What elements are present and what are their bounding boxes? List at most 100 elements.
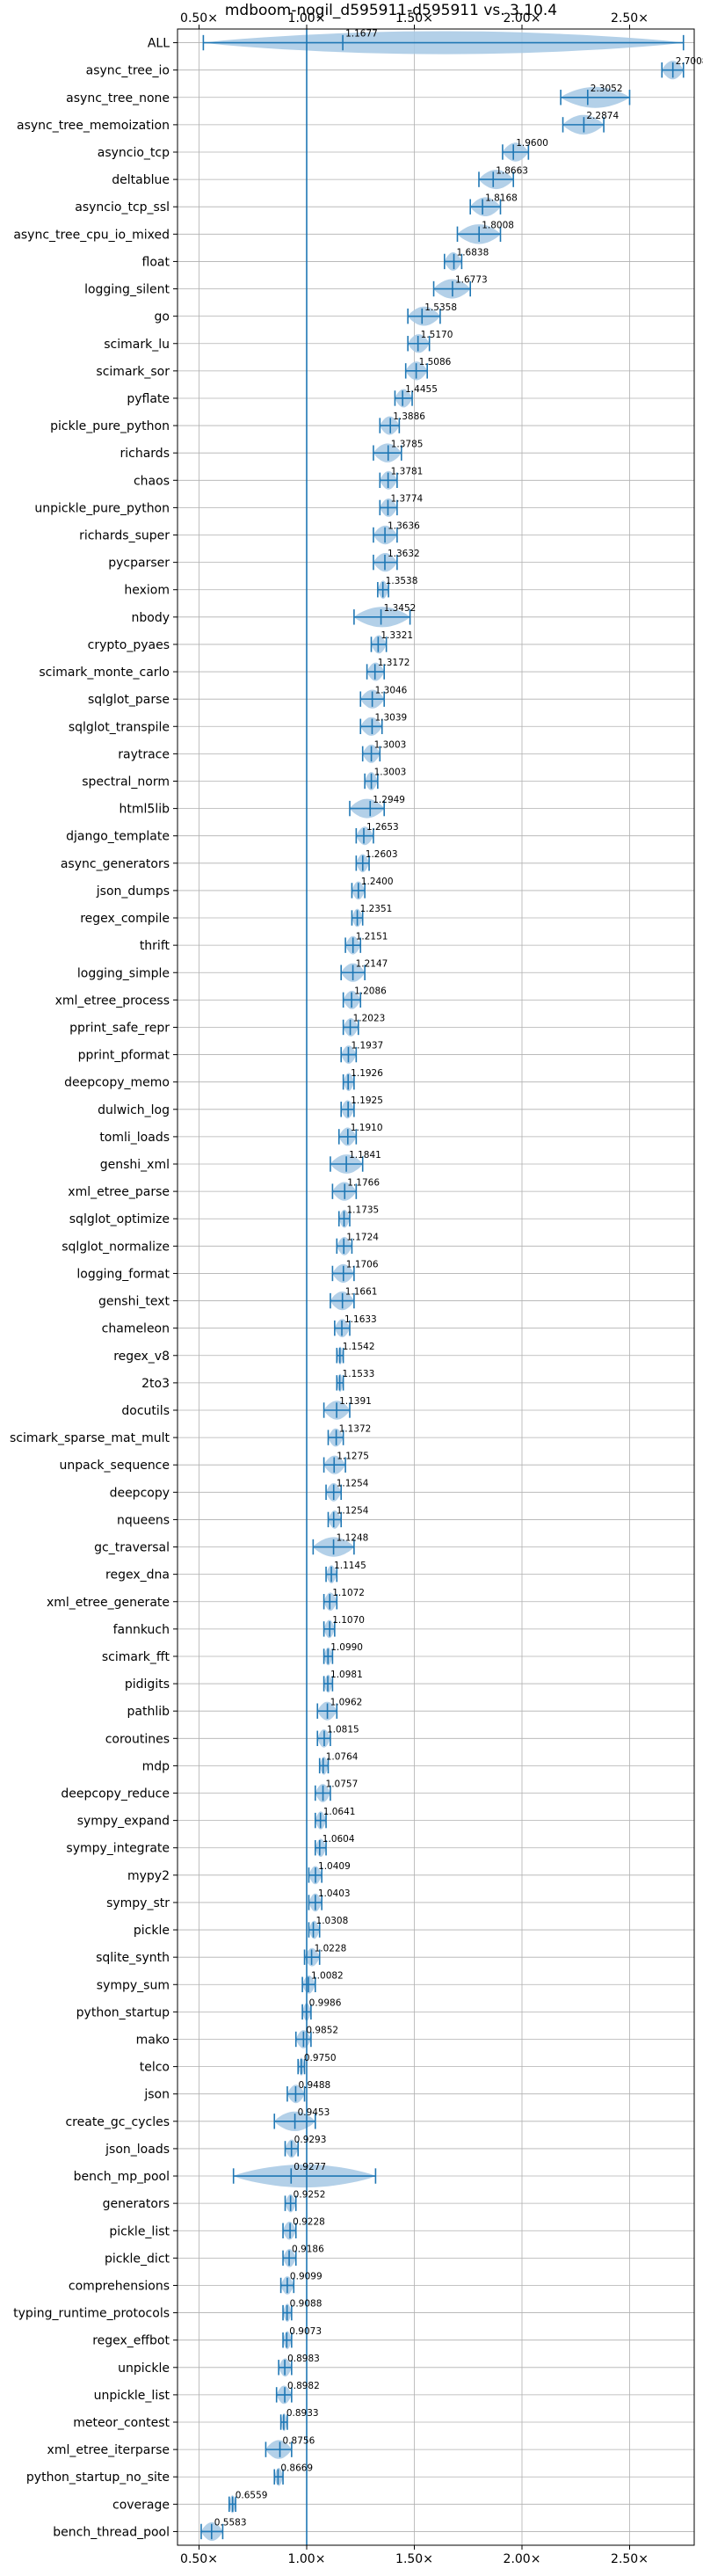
value-label: 1.3636 xyxy=(388,521,420,532)
value-label: 1.1254 xyxy=(337,1506,369,1517)
category-label: sympy_integrate xyxy=(66,1842,170,1856)
category-label: mdp xyxy=(142,1759,170,1773)
category-label: html5lib xyxy=(120,803,170,817)
value-label: 1.3003 xyxy=(374,740,407,751)
category-label: async_tree_none xyxy=(66,91,170,106)
value-label: 1.2949 xyxy=(373,795,405,805)
value-label: 0.6559 xyxy=(236,2490,268,2500)
value-label: 2.7008 xyxy=(676,56,703,67)
value-label: 1.1766 xyxy=(347,1177,380,1188)
value-label: 1.6838 xyxy=(457,248,489,258)
value-label: 1.1145 xyxy=(334,1561,366,1571)
value-label: 0.9488 xyxy=(298,2080,330,2091)
category-label: genshi_xml xyxy=(100,1158,170,1172)
value-label: 0.9099 xyxy=(290,2272,323,2282)
category-label: logging_simple xyxy=(77,966,170,980)
value-label: 1.0990 xyxy=(330,1642,363,1653)
category-label: richards_super xyxy=(79,529,170,543)
category-label: pathlib xyxy=(127,1705,170,1719)
category-label: pycparser xyxy=(108,557,170,571)
value-label: 1.0981 xyxy=(330,1670,363,1680)
category-label: raytrace xyxy=(118,747,170,761)
category-label: pprint_pformat xyxy=(78,1049,170,1063)
value-label: 1.1661 xyxy=(345,1287,378,1298)
category-label: python_startup_no_site xyxy=(26,2470,170,2485)
category-label: unpack_sequence xyxy=(60,1459,170,1473)
category-label: async_tree_cpu_io_mixed xyxy=(13,228,170,242)
category-label: deltablue xyxy=(112,173,170,187)
value-label: 1.3172 xyxy=(378,658,410,668)
category-label: python_startup xyxy=(76,2005,170,2019)
category-label: sqlite_synth xyxy=(96,1951,170,1965)
category-label: scimark_lu xyxy=(104,338,170,352)
value-label: 1.1841 xyxy=(349,1150,381,1161)
category-label: sqlglot_normalize xyxy=(62,1240,170,1254)
value-label: 1.0641 xyxy=(323,1807,356,1817)
category-label: pyflate xyxy=(127,392,170,406)
top-tick-label: 1.00× xyxy=(288,11,326,25)
bottom-tick-label: 1.50× xyxy=(395,2552,433,2566)
value-label: 1.0604 xyxy=(323,1834,355,1845)
category-label: meteor_contest xyxy=(73,2416,170,2430)
top-tick-label: 0.50× xyxy=(180,11,218,25)
category-label: async_tree_io xyxy=(86,64,170,78)
category-label: regex_effbot xyxy=(92,2334,170,2348)
category-label: unpickle xyxy=(118,2361,170,2376)
label-layer: 1.1677 2.7008 2.3052 2.2874 1.9600 1.8663 1.81… xyxy=(214,29,703,2529)
value-label: 1.3452 xyxy=(384,603,417,614)
value-label: 1.1275 xyxy=(337,1451,369,1461)
category-label: scimark_fft xyxy=(102,1650,170,1664)
bottom-tick-label: 2.00× xyxy=(504,2552,541,2566)
category-label: xml_etree_iterparse xyxy=(47,2443,170,2457)
value-label: 1.5170 xyxy=(421,330,453,340)
value-label: 1.5358 xyxy=(424,302,457,313)
value-label: 1.1926 xyxy=(351,1068,383,1079)
category-label: asyncio_tcp_ssl xyxy=(75,200,170,215)
category-label: docutils xyxy=(121,1404,170,1418)
category-label: xml_etree_process xyxy=(55,993,170,1008)
value-label: 1.2151 xyxy=(356,931,388,942)
category-label: deepcopy xyxy=(110,1486,170,1500)
category-label: generators xyxy=(103,2197,170,2211)
category-label: deepcopy_memo xyxy=(64,1076,170,1090)
category-label: telco xyxy=(140,2061,170,2075)
category-label: scimark_sparse_mat_mult xyxy=(10,1431,170,1445)
category-label: crypto_pyaes xyxy=(88,638,170,652)
value-label: 1.0962 xyxy=(330,1697,363,1707)
category-label: logging_silent xyxy=(84,283,170,297)
category-label: create_gc_cycles xyxy=(65,2115,170,2129)
grid-layer xyxy=(178,29,694,2545)
category-label: scimark_monte_carlo xyxy=(39,666,170,680)
category-label: sqlglot_transpile xyxy=(69,720,170,734)
category-label: comprehensions xyxy=(69,2279,170,2293)
category-label: tomli_loads xyxy=(99,1131,170,1145)
value-label: 0.8756 xyxy=(283,2435,315,2446)
category-label: pickle xyxy=(134,1924,170,1938)
category-label: django_template xyxy=(66,830,170,844)
category-label: async_tree_memoization xyxy=(17,119,170,133)
value-label: 2.3052 xyxy=(591,84,623,94)
value-label: 1.8008 xyxy=(482,220,514,230)
value-label: 0.9186 xyxy=(292,2245,324,2255)
value-label: 1.1735 xyxy=(347,1204,380,1215)
category-label: regex_dna xyxy=(105,1568,170,1583)
top-tick-label: 1.50× xyxy=(395,11,433,25)
category-label: sqlglot_parse xyxy=(88,693,170,707)
category-label: nbody xyxy=(132,611,170,625)
value-label: 1.8663 xyxy=(496,165,528,176)
value-label: 1.1677 xyxy=(345,29,378,40)
bottom-tick-label: 2.50× xyxy=(611,2552,649,2566)
category-label: sympy_str xyxy=(106,1896,170,1910)
value-label: 1.1633 xyxy=(344,1314,377,1325)
category-label: sqlglot_optimize xyxy=(69,1212,170,1226)
value-label: 1.6773 xyxy=(455,275,488,286)
category-label: nqueens xyxy=(117,1513,170,1527)
value-label: 0.9986 xyxy=(309,1998,342,2009)
category-label: typing_runtime_protocols xyxy=(13,2307,170,2321)
value-label: 1.1925 xyxy=(351,1095,383,1106)
value-label: 1.9600 xyxy=(516,138,548,149)
category-label: bench_thread_pool xyxy=(53,2525,170,2539)
category-label: pickle_dict xyxy=(105,2252,170,2266)
